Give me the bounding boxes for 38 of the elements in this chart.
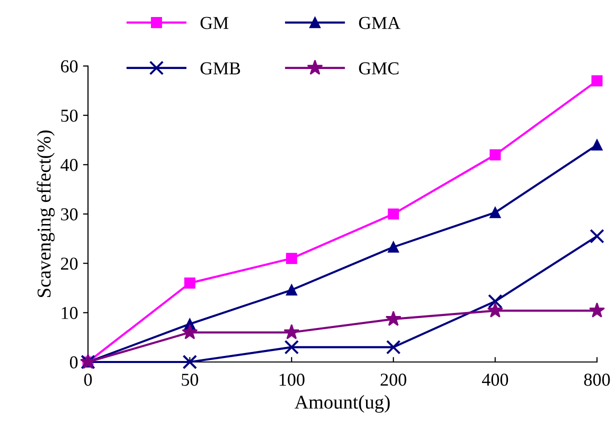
- point: [590, 228, 604, 244]
- point: [388, 208, 399, 220]
- legend-label: GMA: [359, 16, 400, 30]
- x-tick-label: 50: [182, 374, 198, 386]
- y-tick-label: 50: [61, 110, 78, 122]
- y-tick-label: 10: [62, 306, 78, 320]
- point: [184, 278, 196, 289]
- point: [589, 302, 605, 318]
- point: [182, 354, 198, 370]
- y-tick-label: 60: [61, 60, 78, 72]
- x-tick-label: 100: [280, 374, 304, 386]
- point: [487, 302, 504, 318]
- y-tick-label: 30: [61, 208, 78, 220]
- legend-label: GMB: [200, 62, 240, 74]
- point: [490, 149, 501, 160]
- point: [388, 241, 399, 253]
- point: [490, 206, 501, 218]
- point: [284, 324, 300, 340]
- point: [385, 310, 402, 326]
- y-tick-label: 20: [61, 258, 78, 270]
- x-tick-label: 800: [584, 374, 610, 386]
- legend-label: GMC: [359, 62, 398, 74]
- point: [284, 340, 299, 354]
- point: [286, 284, 298, 296]
- point: [591, 139, 603, 150]
- y-axis-title: Scavenging effect(%): [36, 130, 55, 298]
- legend-label: GM: [200, 16, 228, 30]
- point: [182, 324, 198, 340]
- y-tick-label: 0: [70, 356, 78, 368]
- point: [488, 294, 502, 309]
- x-tick-label: 0: [84, 374, 92, 386]
- point: [386, 340, 401, 354]
- x-axis-title: Amount(ug): [294, 395, 390, 413]
- point: [591, 75, 603, 86]
- x-tick-label: 400: [482, 374, 508, 386]
- x-tick-label: 200: [380, 374, 406, 386]
- y-tick-label: 40: [60, 158, 78, 172]
- point: [286, 252, 298, 264]
